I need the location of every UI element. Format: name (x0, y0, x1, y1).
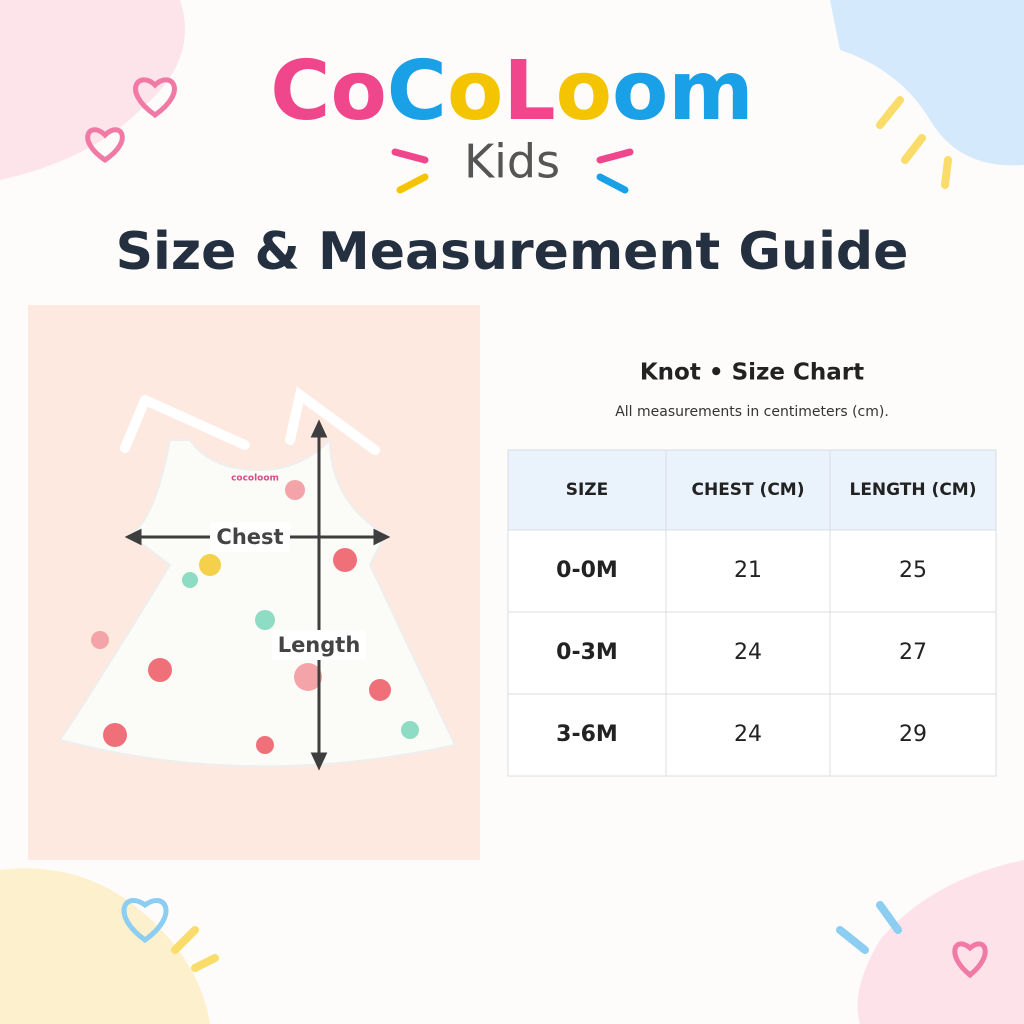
header-cell (665, 449, 831, 531)
blob (0, 0, 185, 180)
blob (830, 0, 1024, 166)
cell (507, 611, 667, 695)
label-bg (272, 630, 366, 660)
decor (85, 77, 988, 979)
size-table: SIZE CHEST (CM) LENGTH (CM) 0-0M 21 25 0-3M 24 2… (507, 449, 997, 777)
brand-sub: Kids (464, 135, 560, 189)
brand-logo: CoCoLoom (270, 44, 753, 139)
dress (58, 386, 457, 768)
blob (0, 868, 210, 1024)
label-bg (210, 522, 290, 552)
chest-label: Chest (216, 525, 283, 549)
cell-text: 0-0M (556, 558, 618, 583)
cell (507, 693, 667, 777)
header-text: SIZE (566, 480, 609, 500)
page-title: Size & Measurement Guide (116, 222, 909, 282)
cell (829, 611, 997, 695)
header-cell (829, 449, 997, 531)
dress-logo: cocoloom (231, 474, 279, 484)
cell-text: 3-6M (556, 722, 618, 747)
table-note: All measurements in centimeters (cm). (615, 404, 889, 420)
blob (857, 860, 1024, 1024)
table-title: Knot • Size Chart (640, 360, 864, 386)
cell-text: 24 (734, 640, 762, 665)
cell (665, 611, 831, 695)
cell (829, 529, 997, 613)
cell-text: 27 (899, 640, 927, 665)
header-cell (507, 449, 667, 531)
cell (507, 529, 667, 613)
cell-text: 25 (899, 558, 927, 583)
cell-text: 24 (734, 722, 762, 747)
header-text: CHEST (CM) (691, 480, 804, 500)
cell-text: 29 (899, 722, 927, 747)
header-text: LENGTH (CM) (849, 480, 976, 500)
cell-text: 21 (734, 558, 762, 583)
length-label: Length (278, 633, 361, 657)
cell-text: 0-3M (556, 640, 618, 665)
cell (829, 693, 997, 777)
cell (665, 693, 831, 777)
cell (665, 529, 831, 613)
